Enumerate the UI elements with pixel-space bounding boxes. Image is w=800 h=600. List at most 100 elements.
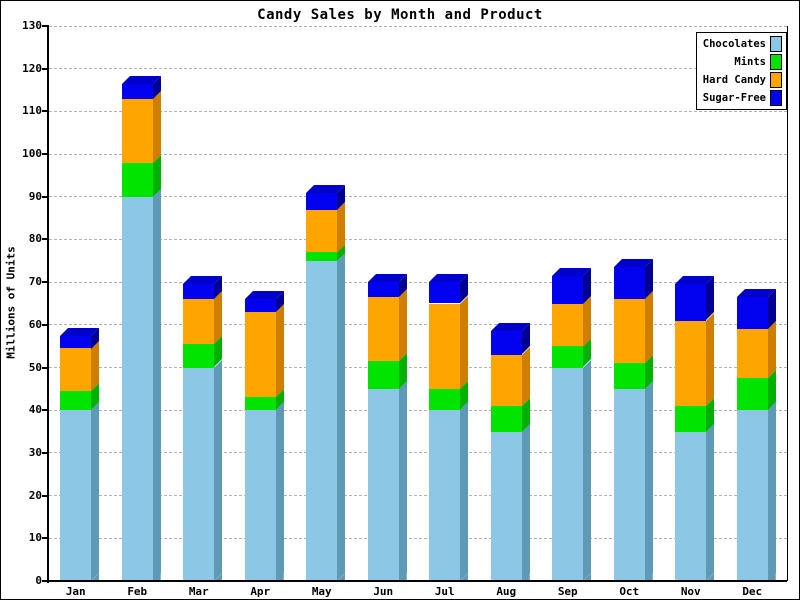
legend-swatch-icon [770, 54, 782, 70]
bar-oct-hard-candy [613, 299, 645, 364]
x-axis-label-jun: Jun [373, 585, 394, 598]
bar-feb-mints [121, 162, 153, 197]
legend: Chocolates Mints Hard Candy Sugar-Free [696, 32, 787, 110]
bar-apr-sugar-free [244, 299, 276, 313]
legend-swatch-icon [770, 72, 782, 88]
legend-label: Chocolates [702, 38, 766, 50]
bar-side-mar-hard-candy [214, 291, 223, 345]
bar-dec-chocolates [736, 410, 768, 581]
gridline-90 [49, 196, 787, 198]
bar-mar-hard-candy [183, 299, 215, 345]
y-axis-tick-80 [42, 238, 49, 241]
bar-base-jul [460, 573, 469, 581]
x-axis-label-oct: Oct [619, 585, 640, 598]
bar-dec-sugar-free [736, 297, 768, 330]
gridline-10 [49, 537, 787, 539]
bar-side-sep-hard-candy [583, 295, 592, 347]
bar-base-aug [521, 573, 530, 581]
bar-nov-hard-candy [675, 320, 707, 406]
bar-nov-sugar-free [675, 284, 707, 321]
bar-side-oct-hard-candy [644, 291, 653, 364]
bar-feb-chocolates [121, 196, 153, 581]
y-axis-tick-20 [42, 494, 49, 497]
bar-side-may-chocolates [337, 252, 346, 581]
gridline-100 [49, 153, 787, 155]
bar-dec-mints [736, 378, 768, 411]
y-axis-label-60: 60 [28, 317, 42, 331]
bar-base-apr [275, 573, 284, 581]
bar-side-sep-chocolates [583, 359, 592, 581]
y-axis-label-90: 90 [28, 189, 42, 203]
gridline-20 [49, 495, 787, 497]
y-axis-label-10: 10 [28, 531, 42, 545]
bar-side-aug-hard-candy [521, 346, 530, 406]
bar-jan-chocolates [60, 410, 92, 581]
x-axis-label-may: May [311, 585, 332, 598]
y-axis-tick-40 [42, 409, 49, 412]
legend-row-mints: Mints [701, 54, 782, 70]
bar-side-jun-chocolates [398, 380, 407, 581]
bar-base-sep [583, 573, 592, 581]
y-axis-tick-10 [42, 537, 49, 540]
legend-label: Mints [734, 56, 766, 68]
bar-sep-mints [552, 346, 584, 368]
y-axis-label-100: 100 [22, 147, 42, 161]
y-axis-title: Millions of Units [4, 246, 18, 359]
bar-aug-chocolates [490, 431, 522, 581]
bar-mar-mints [183, 344, 215, 368]
bar-side-jan-chocolates [91, 402, 100, 581]
bar-base-jun [398, 573, 407, 581]
bar-side-feb-hard-candy [152, 90, 161, 163]
bar-side-oct-chocolates [644, 380, 653, 581]
y-axis-tick-100 [42, 153, 49, 156]
x-axis-label-aug: Aug [496, 585, 517, 598]
bar-dec-hard-candy [736, 329, 768, 379]
plot-right-border [787, 26, 788, 581]
bar-jul-mints [429, 388, 461, 411]
legend-row-hard-candy: Hard Candy [701, 72, 782, 88]
y-axis-tick-30 [42, 451, 49, 454]
y-axis-label-30: 30 [28, 445, 42, 459]
y-axis-label-80: 80 [28, 232, 42, 246]
bar-may-hard-candy [306, 209, 338, 253]
bar-base-nov [706, 573, 715, 581]
y-axis-tick-110 [42, 110, 49, 113]
bar-side-mar-chocolates [214, 359, 223, 581]
bar-apr-mints [244, 397, 276, 411]
y-axis-label-20: 20 [28, 488, 42, 502]
gridline-30 [49, 452, 787, 454]
bar-oct-mints [613, 363, 645, 389]
legend-row-chocolates: Chocolates [701, 36, 782, 52]
bar-aug-sugar-free [490, 331, 522, 355]
y-axis-tick-50 [42, 366, 49, 369]
bar-nov-mints [675, 405, 707, 432]
bar-oct-sugar-free [613, 267, 645, 300]
bar-base-may [337, 573, 346, 581]
bar-side-apr-hard-candy [275, 304, 284, 398]
bar-may-chocolates [306, 260, 338, 581]
bar-base-oct [644, 573, 653, 581]
bar-base-jan [91, 573, 100, 581]
chart-title: Candy Sales by Month and Product [257, 7, 543, 23]
bar-feb-sugar-free [121, 83, 153, 99]
bar-jan-mints [60, 391, 92, 411]
x-axis-label-apr: Apr [250, 585, 271, 598]
bar-sep-chocolates [552, 367, 584, 581]
x-axis-label-mar: Mar [188, 585, 209, 598]
bar-feb-hard-candy [121, 98, 153, 163]
y-axis-tick-70 [42, 281, 49, 284]
bar-side-dec-chocolates [767, 402, 776, 581]
gridline-70 [49, 281, 787, 283]
bar-apr-hard-candy [244, 312, 276, 398]
x-axis-label-nov: Nov [680, 585, 701, 598]
bar-jul-hard-candy [429, 303, 461, 389]
bar-nov-chocolates [675, 431, 707, 581]
bar-jul-chocolates [429, 410, 461, 581]
y-axis-label-50: 50 [28, 360, 42, 374]
y-axis-tick-0 [42, 580, 49, 582]
gridline-60 [49, 324, 787, 326]
gridline-110 [49, 110, 787, 112]
legend-swatch-icon [770, 90, 782, 106]
bar-side-jan-hard-candy [91, 340, 100, 391]
